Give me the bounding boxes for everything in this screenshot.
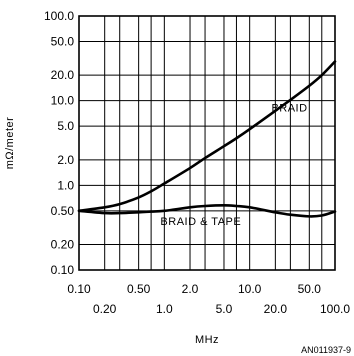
x-tick-label: 50.0	[298, 282, 322, 296]
y-tick-label: 0.20	[51, 238, 75, 252]
series-label-braid-and-tape: BRAID & TAPE	[160, 216, 241, 228]
y-tick-label: 5.0	[57, 119, 74, 133]
x-tick-label: 1.0	[156, 302, 173, 316]
y-axis-label: mΩ/meter	[4, 117, 16, 170]
y-tick-label: 0.10	[51, 263, 75, 277]
series-line-braid-and-tape	[77, 204, 337, 218]
x-tick-label: 0.10	[67, 282, 91, 296]
series-group	[77, 60, 337, 218]
y-tick-label: 2.0	[57, 153, 74, 167]
x-tick-label: 0.50	[127, 282, 151, 296]
y-tick-label: 1.0	[57, 178, 74, 192]
x-tick-label: 100.0	[320, 302, 350, 316]
x-tick-label: 2.0	[182, 282, 199, 296]
x-tick-label: 10.0	[238, 282, 262, 296]
grid	[79, 16, 335, 270]
x-tick-label: 0.20	[93, 302, 117, 316]
y-tick-label: 100.0	[44, 9, 74, 23]
plot-frame	[78, 15, 336, 271]
x-tick-label: 20.0	[264, 302, 288, 316]
series-line-braid	[77, 60, 337, 213]
x-tick-labels: 0.10 0.50 2.0 10.0 50.0 0.20 1.0 5.0 20.0 100.0	[67, 282, 350, 316]
y-tick-label: 20.0	[51, 68, 75, 82]
x-tick-label: 5.0	[216, 302, 233, 316]
y-tick-label: 10.0	[51, 94, 75, 108]
x-axis-label: MHz	[195, 334, 219, 346]
y-tick-labels: 100.0 50.0 20.0 10.0 5.0 2.0 1.0 0.50 0.20 0.10	[44, 9, 74, 277]
series-label-braid: BRAID	[271, 103, 307, 115]
y-tick-label: 50.0	[51, 34, 75, 48]
figure-id: AN011937-9	[301, 345, 351, 355]
y-tick-label: 0.50	[51, 204, 75, 218]
